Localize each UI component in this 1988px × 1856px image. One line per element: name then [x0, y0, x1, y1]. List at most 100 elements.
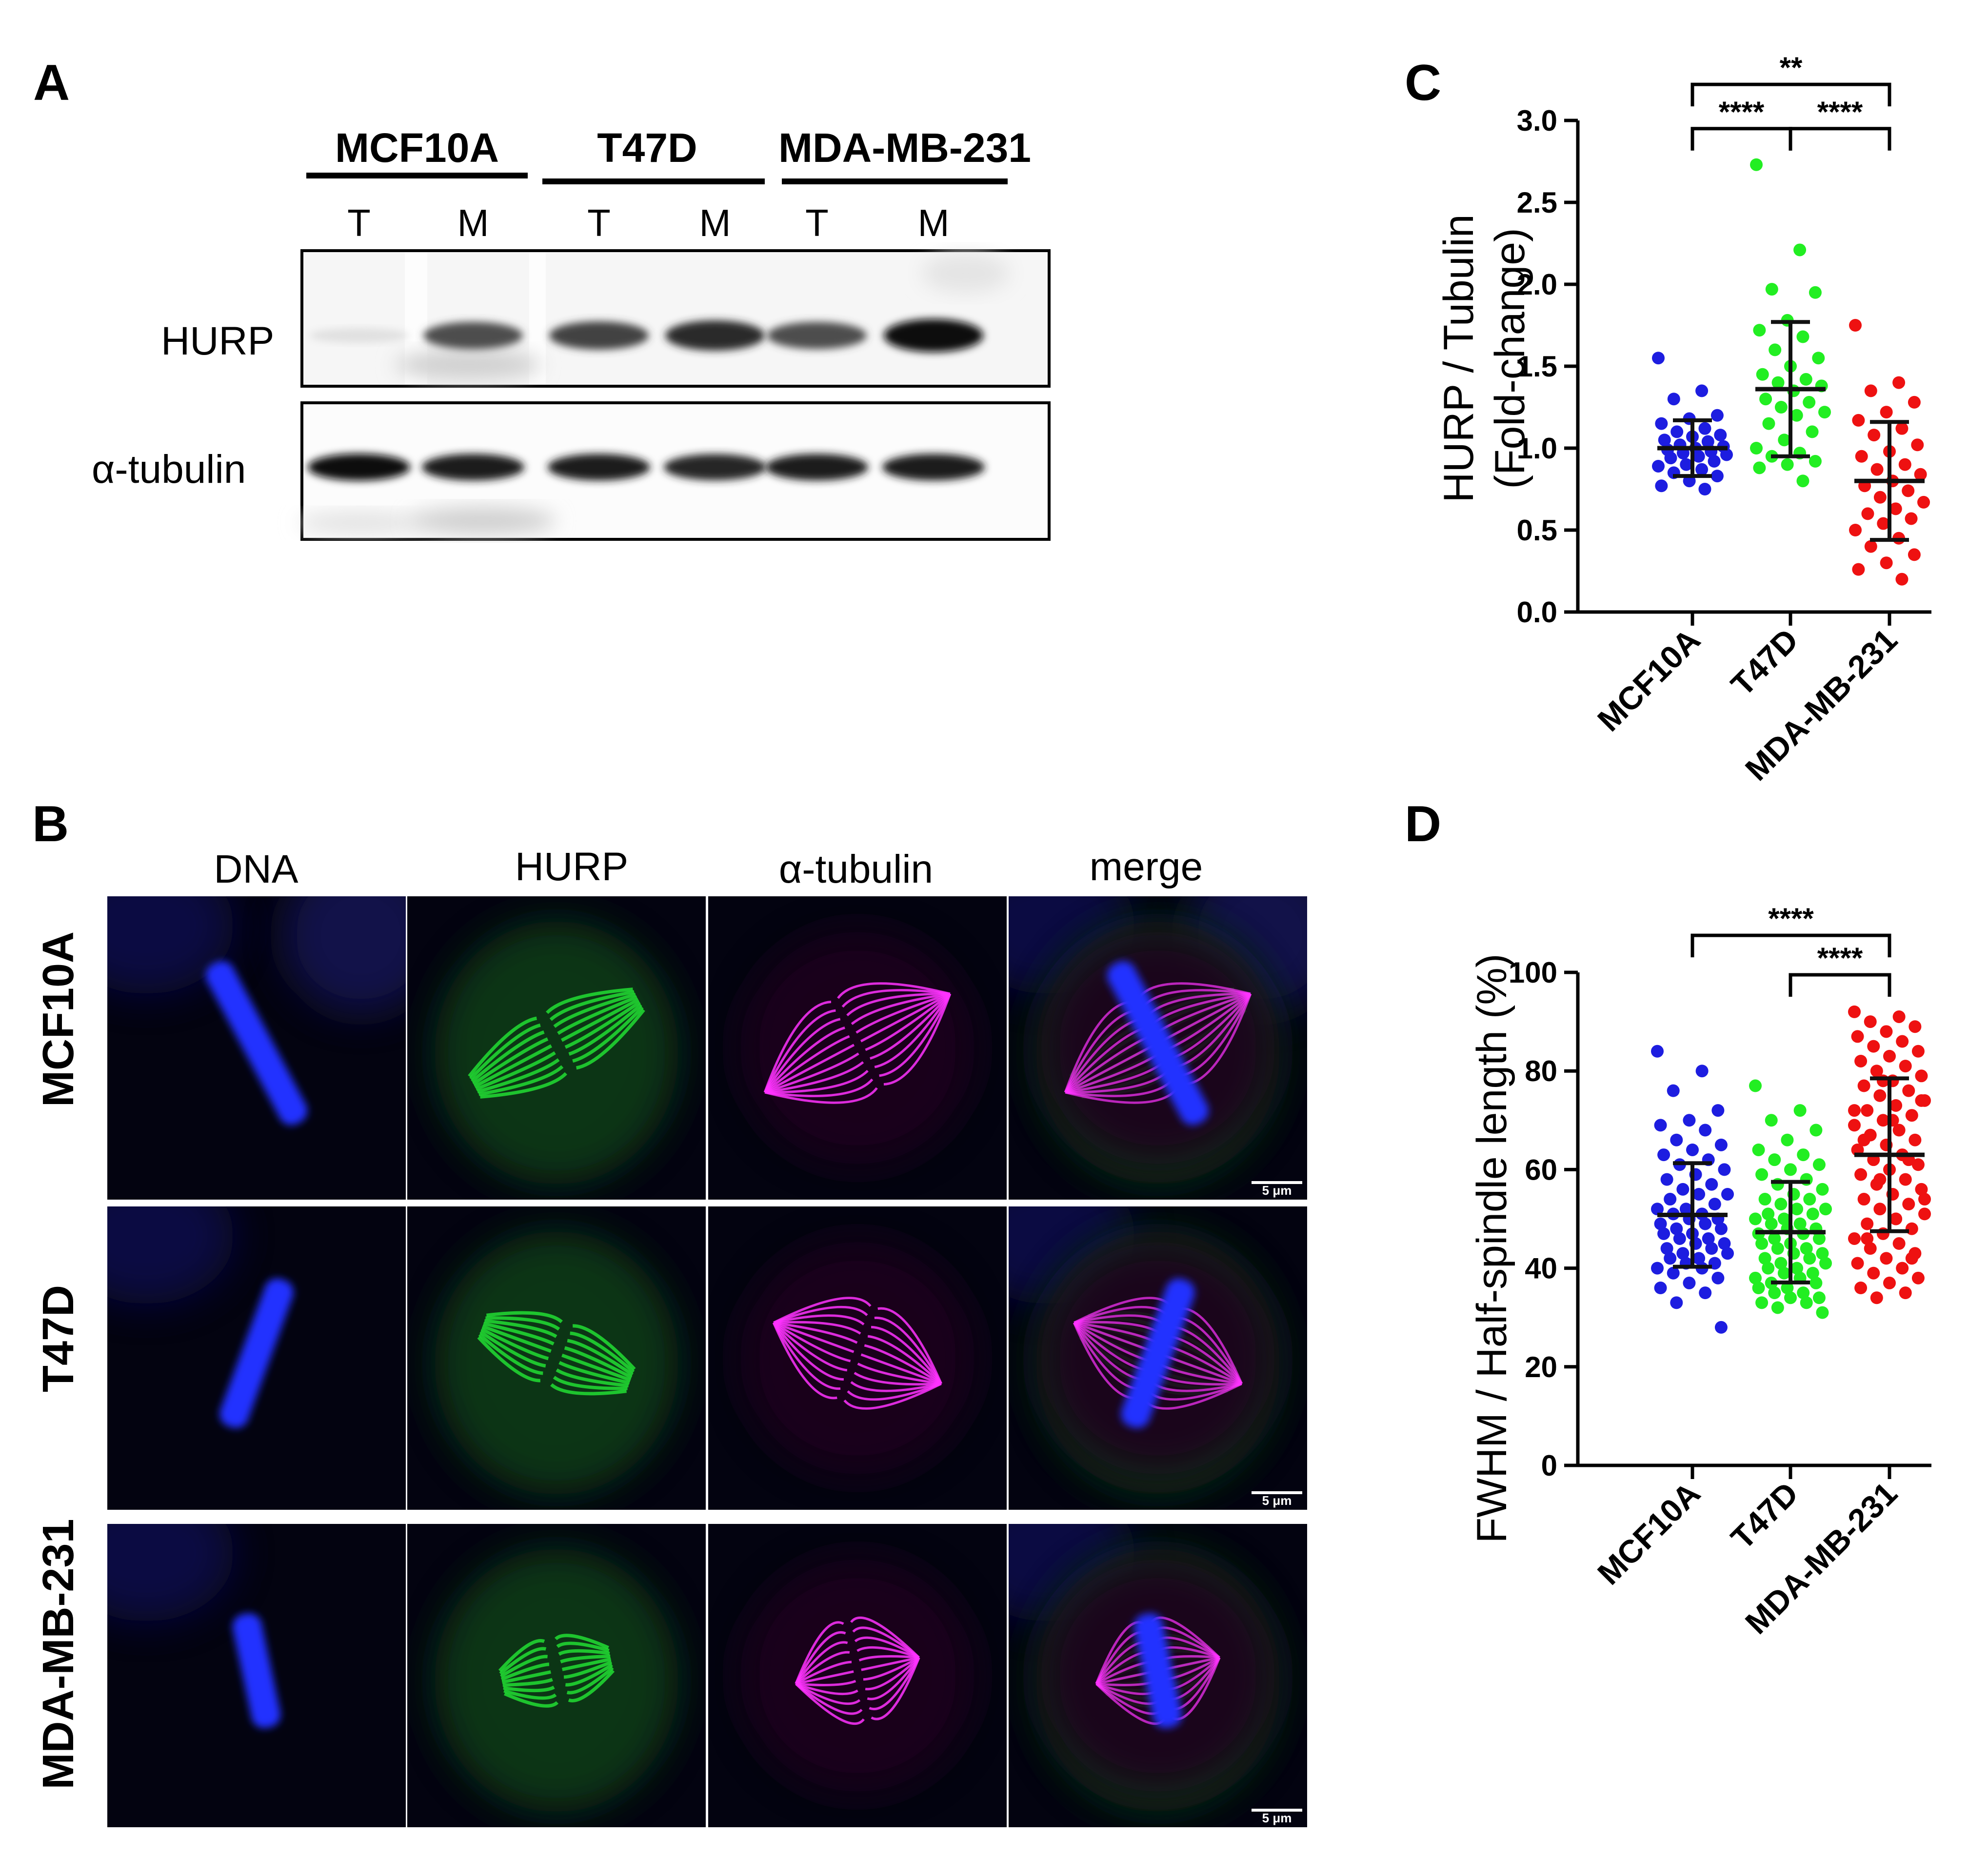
data-point: [1899, 1173, 1912, 1186]
micrograph-content: [107, 1206, 406, 1510]
lane-label: M: [457, 201, 489, 244]
data-point: [1699, 1124, 1712, 1137]
data-point: [1819, 1203, 1832, 1216]
y-axis-label-d: FWHM / Half-spindle length (%): [1469, 953, 1515, 1543]
data-point: [1908, 395, 1921, 409]
data-point: [1870, 463, 1884, 476]
panel-b: B DNA HURP α-tubulin merge MCF10A T47D M…: [32, 796, 1307, 1827]
hurp-fiber: [502, 1660, 613, 1687]
data-point: [1848, 1232, 1861, 1245]
data-point: [1800, 1242, 1813, 1255]
x-tick-label: T47D: [1724, 1475, 1805, 1556]
data-point: [1774, 1257, 1788, 1270]
data-point: [1902, 1198, 1915, 1211]
data-point: [1896, 1035, 1909, 1048]
data-point: [1670, 425, 1684, 438]
data-point: [1765, 283, 1778, 296]
tubulin-fiber: [763, 988, 951, 1093]
tubulin-fiber: [763, 982, 951, 1093]
data-point: [1699, 1217, 1712, 1230]
data-point: [1905, 1222, 1918, 1235]
spindle-tubulin: [772, 1297, 943, 1410]
data-point: [1889, 1212, 1903, 1225]
column-header-dna: DNA: [214, 847, 298, 891]
data-point: [1673, 1232, 1686, 1245]
x-tick-label: MCF10A: [1590, 1475, 1707, 1592]
band-hurp: [767, 322, 867, 349]
data-point: [1870, 1065, 1883, 1078]
data-point: [1790, 1262, 1804, 1275]
data-point: [1721, 1187, 1734, 1201]
y-tick-label: 3.0: [1517, 104, 1557, 137]
chromosomes-dna: [219, 1278, 294, 1428]
data-point: [1803, 395, 1816, 409]
data-point: [1911, 1045, 1925, 1058]
data-point: [1917, 495, 1930, 509]
data-point: [1752, 1282, 1765, 1295]
data-point: [1852, 563, 1865, 576]
data-point: [1876, 1114, 1889, 1127]
data-point: [1768, 1286, 1781, 1300]
tubulin-fiber: [764, 992, 951, 1093]
tubulin-fiber: [772, 1322, 942, 1410]
data-point: [1660, 1242, 1673, 1255]
micrograph-tile: [107, 1524, 406, 1827]
data-point: [1819, 1257, 1832, 1270]
band-tubulin: [308, 454, 410, 481]
lane-label: M: [918, 201, 950, 244]
data-point: [1905, 512, 1918, 525]
x-tick-label: MCF10A: [1590, 622, 1707, 738]
blot-smear: [395, 350, 541, 379]
data-point: [1664, 1252, 1677, 1265]
hurp-fiber: [480, 1327, 630, 1385]
tubulin-fiber: [773, 1322, 942, 1385]
tubulin-fiber: [795, 1657, 920, 1696]
wb-cellline-mcf10a: MCF10A: [335, 125, 499, 171]
nucleus-background: [107, 1524, 234, 1621]
blot-label-tubulin: α-tubulin: [92, 447, 246, 492]
hurp-fiber: [479, 1330, 629, 1387]
data-point: [1793, 243, 1807, 257]
data-point: [1753, 324, 1766, 337]
data-point: [1759, 393, 1772, 406]
data-point: [1660, 1173, 1673, 1186]
data-point: [1680, 458, 1693, 471]
data-point: [1854, 1054, 1868, 1067]
hurp-fiber: [504, 1669, 615, 1708]
data-point: [1651, 1262, 1664, 1275]
band-tubulin: [766, 454, 868, 481]
data-point: [1861, 1104, 1874, 1117]
data-point: [1771, 1301, 1784, 1314]
chromosomes-dna: [232, 1613, 281, 1728]
data-point: [1762, 1207, 1775, 1221]
micrograph-content: [1009, 896, 1307, 1200]
data-point: [1699, 1286, 1712, 1300]
data-point: [1915, 1183, 1928, 1196]
data-point: [1816, 1183, 1829, 1196]
hurp-fiber: [501, 1657, 612, 1684]
data-point: [1861, 1232, 1874, 1245]
hurp-fiber: [474, 998, 639, 1088]
significance-bracket: [1690, 933, 1891, 958]
data-point: [1880, 1252, 1893, 1265]
spindle-hurp: [468, 987, 645, 1099]
data-point: [1683, 1114, 1696, 1127]
data-point: [1898, 458, 1911, 471]
data-point: [1911, 1158, 1925, 1171]
cytoplasm-glow: [740, 1559, 974, 1793]
metaphase-plate: [1107, 961, 1209, 1125]
data-point: [1679, 1203, 1692, 1216]
data-point: [1864, 384, 1877, 397]
data-point: [1769, 343, 1782, 356]
micrograph-content: [1009, 1206, 1307, 1510]
data-point: [1799, 373, 1812, 386]
data-point: [1765, 1217, 1778, 1230]
row-label-t47d: T47D: [34, 1285, 83, 1392]
micrograph-tile: [708, 896, 1007, 1200]
data-point: [1749, 1212, 1762, 1225]
panel-letter-d: D: [1405, 796, 1441, 852]
band-tubulin: [882, 454, 985, 481]
data-point: [1851, 1030, 1864, 1043]
y-tick-label: 40: [1525, 1252, 1557, 1285]
data-point: [1705, 1242, 1718, 1255]
